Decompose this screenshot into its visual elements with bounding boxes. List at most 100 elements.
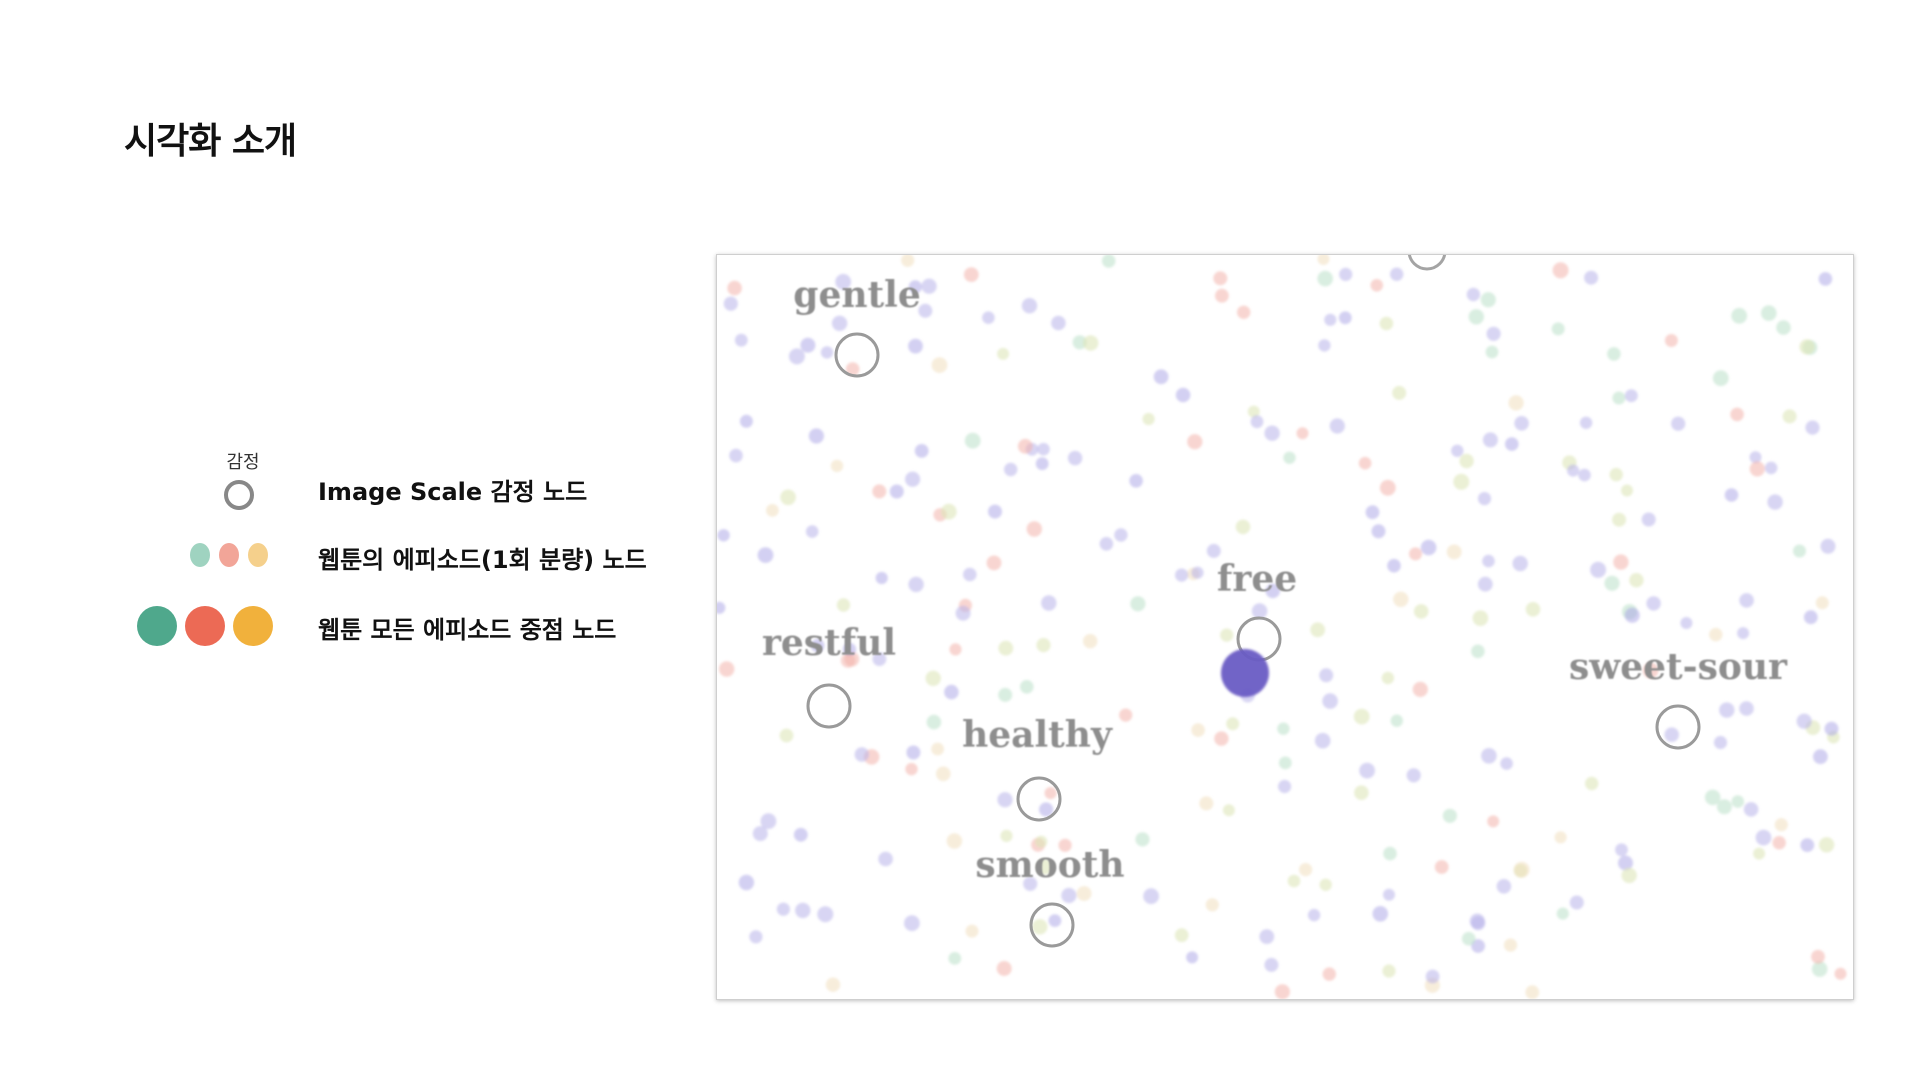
episode-node[interactable] bbox=[1413, 604, 1429, 619]
episode-node[interactable] bbox=[1512, 555, 1528, 572]
episode-node[interactable] bbox=[948, 952, 962, 965]
episode-node[interactable] bbox=[1287, 874, 1301, 888]
episode-node[interactable] bbox=[946, 833, 963, 849]
episode-node[interactable] bbox=[988, 504, 1002, 519]
episode-node[interactable] bbox=[1704, 789, 1721, 806]
emotion-node-smooth[interactable] bbox=[1029, 902, 1075, 948]
episode-node[interactable] bbox=[1713, 735, 1728, 750]
episode-node[interactable] bbox=[1487, 815, 1500, 828]
episode-node[interactable] bbox=[1277, 722, 1290, 735]
episode-node[interactable] bbox=[1317, 255, 1330, 265]
episode-node[interactable] bbox=[840, 653, 856, 668]
episode-node[interactable] bbox=[1135, 832, 1150, 847]
episode-node[interactable] bbox=[1307, 908, 1321, 922]
episode-node[interactable] bbox=[717, 601, 726, 614]
episode-node[interactable] bbox=[1425, 969, 1440, 984]
episode-node[interactable] bbox=[1175, 387, 1191, 403]
episode-node[interactable] bbox=[719, 661, 735, 677]
episode-node[interactable] bbox=[795, 902, 811, 919]
episode-node[interactable] bbox=[1525, 602, 1541, 617]
episode-node[interactable] bbox=[1590, 561, 1607, 578]
episode-node[interactable] bbox=[1525, 985, 1540, 999]
episode-node[interactable] bbox=[1834, 967, 1847, 980]
episode-node[interactable] bbox=[1023, 876, 1038, 891]
episode-node[interactable] bbox=[1274, 984, 1290, 999]
episode-node[interactable] bbox=[1737, 627, 1750, 640]
episode-node[interactable] bbox=[1322, 967, 1336, 981]
episode-node[interactable] bbox=[1468, 309, 1484, 325]
episode-node[interactable] bbox=[997, 347, 1010, 360]
episode-node[interactable] bbox=[1664, 727, 1679, 742]
episode-node[interactable] bbox=[1191, 723, 1205, 737]
episode-node[interactable] bbox=[1235, 519, 1251, 535]
episode-node[interactable] bbox=[1671, 416, 1686, 431]
episode-node[interactable] bbox=[1442, 808, 1457, 823]
episode-node[interactable] bbox=[1466, 287, 1481, 302]
episode-node[interactable] bbox=[1044, 787, 1057, 800]
episode-node[interactable] bbox=[1035, 457, 1049, 471]
episode-node[interactable] bbox=[1175, 568, 1189, 582]
episode-node[interactable] bbox=[940, 503, 957, 520]
episode-node[interactable] bbox=[1477, 576, 1493, 592]
episode-node[interactable] bbox=[1629, 573, 1644, 588]
episode-node[interactable] bbox=[1813, 749, 1828, 765]
episode-node[interactable] bbox=[1129, 474, 1143, 488]
episode-node[interactable] bbox=[963, 267, 979, 282]
episode-node[interactable] bbox=[1739, 701, 1754, 716]
episode-node[interactable] bbox=[1615, 843, 1628, 857]
episode-node[interactable] bbox=[906, 745, 921, 760]
episode-node[interactable] bbox=[1318, 339, 1331, 352]
episode-node[interactable] bbox=[1324, 313, 1337, 326]
episode-node[interactable] bbox=[1039, 802, 1054, 817]
episode-node[interactable] bbox=[1621, 484, 1633, 497]
episode-node[interactable] bbox=[1724, 488, 1739, 502]
episode-node[interactable] bbox=[1370, 279, 1384, 292]
episode-node[interactable] bbox=[1026, 521, 1042, 537]
episode-node[interactable] bbox=[1642, 662, 1659, 679]
episode-node[interactable] bbox=[925, 670, 941, 686]
episode-node[interactable] bbox=[1719, 702, 1735, 718]
episode-node[interactable] bbox=[1314, 732, 1331, 749]
episode-node[interactable] bbox=[1265, 583, 1281, 599]
episode-node[interactable] bbox=[739, 414, 753, 428]
episode-node[interactable] bbox=[793, 827, 808, 842]
episode-node[interactable] bbox=[1199, 796, 1214, 811]
episode-node[interactable] bbox=[889, 484, 904, 499]
episode-node[interactable] bbox=[1749, 451, 1762, 464]
episode-node[interactable] bbox=[1818, 837, 1835, 853]
episode-node[interactable] bbox=[1613, 554, 1629, 570]
episode-node[interactable] bbox=[1514, 416, 1529, 431]
episode-node[interactable] bbox=[1278, 779, 1292, 794]
episode-node[interactable] bbox=[1406, 768, 1421, 783]
episode-node[interactable] bbox=[914, 444, 929, 458]
episode-node[interactable] bbox=[1471, 916, 1486, 931]
episode-node[interactable] bbox=[1205, 898, 1219, 912]
episode-node[interactable] bbox=[1774, 818, 1788, 832]
episode-node[interactable] bbox=[752, 826, 768, 842]
episode-node[interactable] bbox=[1755, 829, 1772, 846]
episode-node[interactable] bbox=[998, 640, 1014, 656]
episode-node[interactable] bbox=[1680, 617, 1693, 629]
episode-node[interactable] bbox=[1319, 668, 1334, 683]
episode-node[interactable] bbox=[1186, 951, 1199, 964]
episode-node[interactable] bbox=[1505, 437, 1519, 451]
episode-node[interactable] bbox=[996, 961, 1012, 976]
episode-node[interactable] bbox=[1471, 644, 1485, 659]
episode-node[interactable] bbox=[1508, 395, 1524, 411]
episode-node[interactable] bbox=[1612, 391, 1626, 405]
episode-node[interactable] bbox=[845, 362, 860, 376]
episode-node[interactable] bbox=[901, 255, 915, 267]
episode-node[interactable] bbox=[1076, 886, 1092, 901]
episode-node[interactable] bbox=[986, 555, 1002, 571]
episode-node[interactable] bbox=[1379, 479, 1396, 496]
episode-node[interactable] bbox=[825, 977, 841, 992]
episode-node[interactable] bbox=[1354, 785, 1369, 800]
episode-node[interactable] bbox=[1739, 593, 1754, 608]
episode-node[interactable] bbox=[1782, 409, 1797, 424]
episode-node[interactable] bbox=[949, 643, 962, 656]
episode-node[interactable] bbox=[1021, 298, 1038, 314]
episode-node[interactable] bbox=[1793, 544, 1806, 558]
episode-node[interactable] bbox=[1310, 622, 1326, 638]
episode-node[interactable] bbox=[1578, 468, 1591, 482]
episode-node[interactable] bbox=[1731, 307, 1748, 324]
